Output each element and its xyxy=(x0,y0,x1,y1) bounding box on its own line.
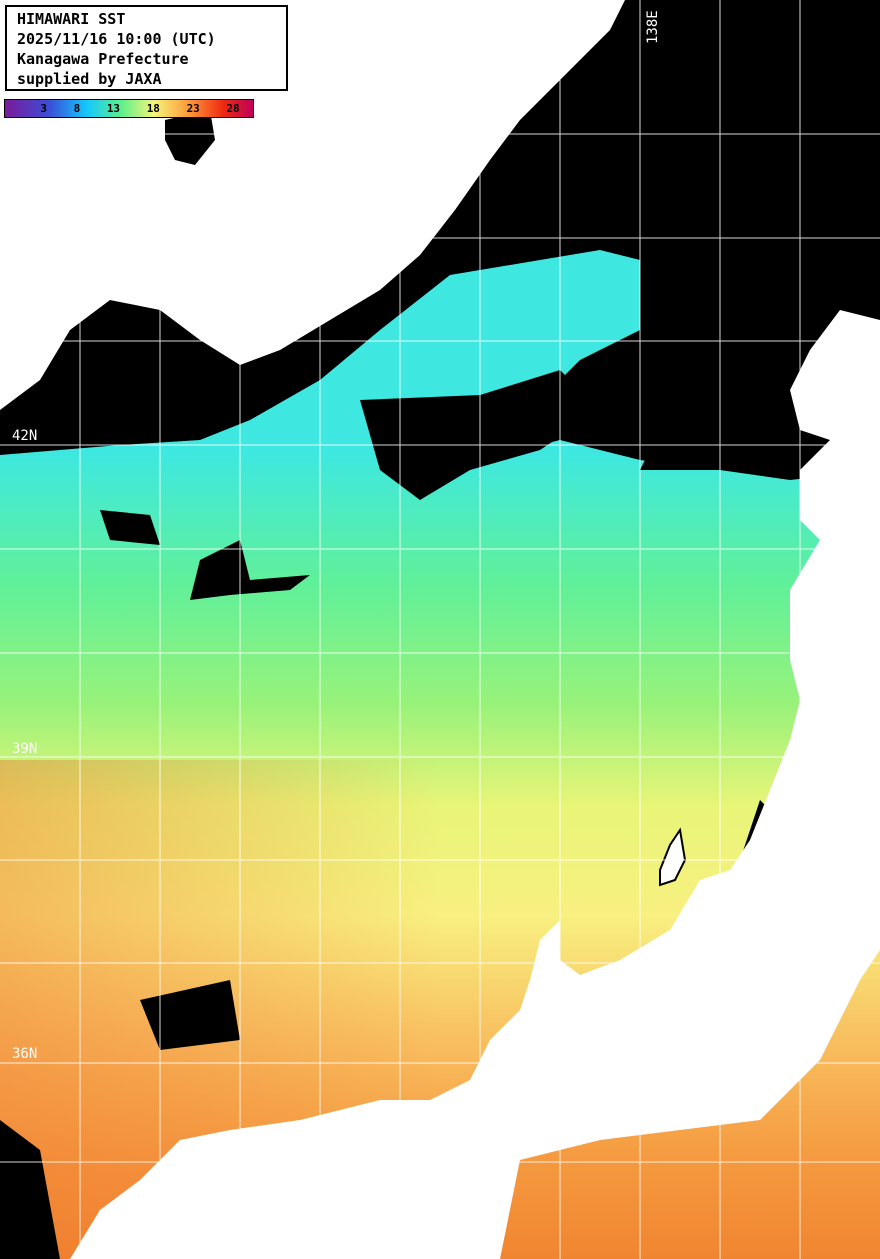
lat-label-39n: 39N xyxy=(12,741,37,757)
scale-tick: 18 xyxy=(146,102,160,115)
scale-tick: 23 xyxy=(186,102,200,115)
scale-tick: 8 xyxy=(73,102,81,115)
lon-label-138e: 138E xyxy=(645,10,661,44)
scale-tick: 13 xyxy=(106,102,121,115)
color-scale-bar: 3 8 13 18 23 28 xyxy=(4,99,254,118)
scale-tick: 3 xyxy=(40,102,47,115)
region-line: Kanagawa Prefecture xyxy=(17,50,189,68)
credit-line: supplied by JAXA xyxy=(17,70,162,88)
land-japan xyxy=(70,310,880,1259)
lat-label-36n: 36N xyxy=(12,1046,37,1062)
timestamp-line: 2025/11/16 10:00 (UTC) xyxy=(17,30,216,48)
title-line: HIMAWARI SST xyxy=(17,10,126,28)
lat-label-42n: 42N xyxy=(12,428,37,444)
cloud-patch xyxy=(0,510,310,1259)
scale-tick: 28 xyxy=(226,102,240,115)
title-box: HIMAWARI SST 2025/11/16 10:00 (UTC) Kana… xyxy=(5,5,288,91)
land-sakhalin-tip xyxy=(165,110,215,165)
